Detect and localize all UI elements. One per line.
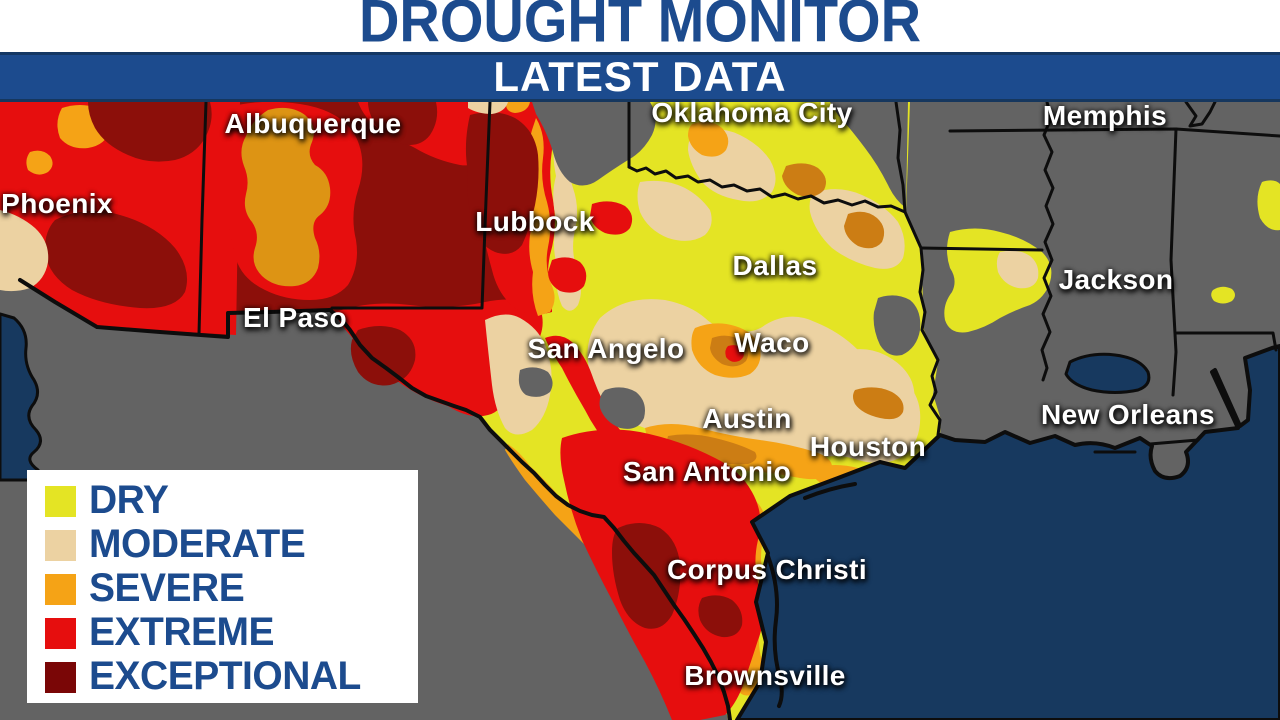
- city-label-memphis: Memphis: [1042, 100, 1168, 131]
- city-label-oklahoma-city: Oklahoma City: [651, 97, 853, 128]
- padre-island: [766, 554, 784, 708]
- legend-item-exceptional: EXCEPTIONAL: [45, 655, 418, 699]
- water-layer: [0, 312, 1280, 720]
- red-river: [627, 165, 907, 214]
- city-label-jackson: Jackson: [1058, 264, 1174, 295]
- severity-exceptional-cores: [44, 102, 539, 386]
- city-label-austin: Austin: [702, 403, 792, 434]
- mississippi-river: [1040, 100, 1055, 382]
- city-label-san-angelo: San Angelo: [527, 333, 685, 364]
- us-mexico-border: [18, 278, 332, 339]
- legend-item-dry: DRY: [45, 479, 418, 523]
- title-banner: DROUGHT MONITOR: [0, 0, 1280, 52]
- city-label-san-antonio: San Antonio: [622, 456, 792, 487]
- city-label-corpus-christi: Corpus Christi: [666, 554, 868, 585]
- legend-label-extreme: EXTREME: [89, 610, 275, 655]
- legend-item-extreme: EXTREME: [45, 611, 418, 655]
- city-label-brownsville: Brownsville: [684, 660, 846, 691]
- city-label-phoenix: Phoenix: [1, 188, 113, 219]
- ar-la-border: [919, 246, 1044, 252]
- international-boundaries: [18, 278, 732, 720]
- subtitle-banner: LATEST DATA: [0, 52, 1280, 102]
- legend-item-severe: SEVERE: [45, 567, 418, 611]
- tennessee-river: [1184, 100, 1217, 128]
- ms-al-border: [1169, 127, 1178, 397]
- legend-label-dry: DRY: [89, 478, 169, 523]
- gulf-of-california: [0, 312, 42, 482]
- az-nm-border: [197, 100, 208, 336]
- legend-item-moderate: MODERATE: [45, 523, 418, 567]
- legend-swatch-extreme: [45, 617, 76, 649]
- city-label-el-paso: El Paso: [243, 302, 347, 333]
- dry-patches-east: [944, 180, 1280, 333]
- city-label-houston: Houston: [809, 431, 927, 462]
- legend-swatch-dry: [45, 485, 76, 517]
- tx-ar-border: [903, 210, 923, 250]
- legend-label-moderate: MODERATE: [89, 522, 306, 567]
- city-label-dallas: Dallas: [732, 250, 818, 281]
- matagorda-island: [803, 482, 857, 500]
- lake-pontchartrain: [1064, 352, 1151, 394]
- legend-label-severe: SEVERE: [89, 566, 245, 611]
- city-label-lubbock: Lubbock: [475, 206, 595, 237]
- no-drought-overlays: [518, 102, 921, 429]
- severity-severe-west-layer: [26, 102, 555, 316]
- barrier-islands-ms: [1093, 438, 1200, 454]
- legend-swatch-severe: [45, 573, 76, 605]
- ok-ar-border: [894, 100, 907, 214]
- nm-tx-border: [330, 100, 492, 310]
- drought-legend: DRY MODERATE SEVERE EXTREME EXCEPTIONAL: [27, 470, 418, 703]
- legend-swatch-exceptional: [45, 661, 76, 693]
- page-subtitle: LATEST DATA: [493, 53, 787, 100]
- page-title: DROUGHT MONITOR: [358, 0, 922, 52]
- legend-swatch-moderate: [45, 529, 76, 561]
- city-label-waco: Waco: [734, 327, 810, 358]
- rio-grande: [328, 308, 732, 720]
- al-fl-border: [1175, 331, 1278, 352]
- city-label-new-orleans: New Orleans: [1040, 399, 1216, 430]
- gulf-of-mexico: [735, 344, 1280, 720]
- tx-la-sabine-border: [918, 246, 942, 437]
- state-boundaries: [197, 100, 1280, 437]
- legend-label-exceptional: EXCEPTIONAL: [89, 654, 361, 699]
- city-label-albuquerque: Albuquerque: [224, 108, 402, 139]
